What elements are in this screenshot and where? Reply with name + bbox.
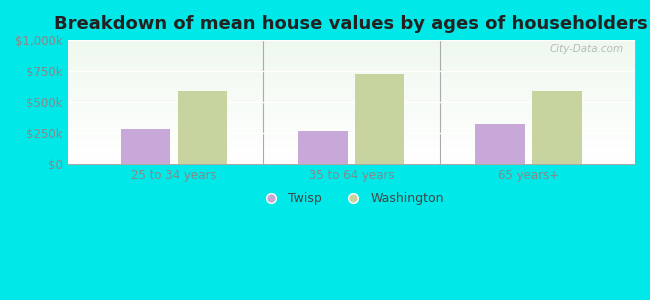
Bar [475, 124, 525, 164]
Text: City-Data.com: City-Data.com [549, 44, 623, 54]
Bar [532, 91, 582, 164]
Bar [355, 74, 404, 164]
Title: Breakdown of mean house values by ages of householders: Breakdown of mean house values by ages o… [55, 15, 648, 33]
Bar [121, 130, 170, 164]
Bar [298, 131, 348, 164]
Legend: Twisp, Washington: Twisp, Washington [254, 187, 449, 210]
Bar [177, 91, 228, 164]
